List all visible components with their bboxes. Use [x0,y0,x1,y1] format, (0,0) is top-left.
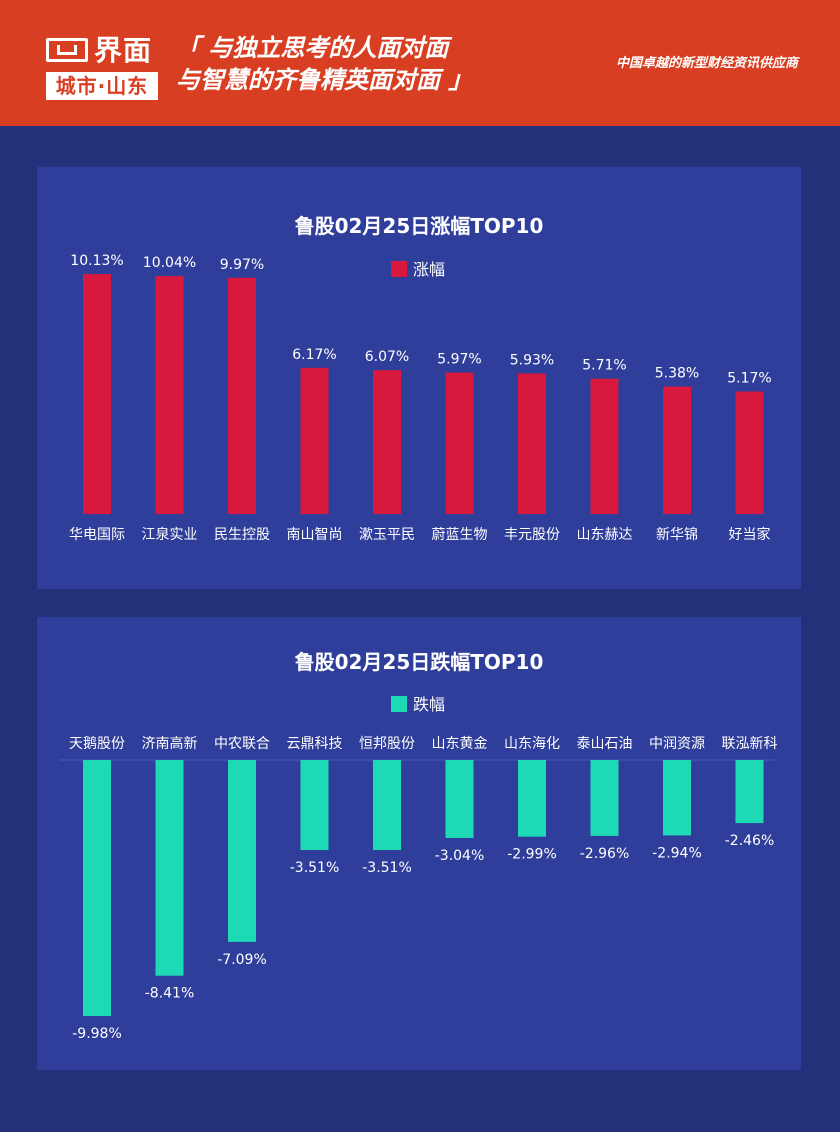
rise-category-label: 华电国际 [69,527,125,543]
rise-category-label: 蔚蓝生物 [432,527,488,543]
rise-value-label: 5.97% [437,352,481,368]
rise-category-label: 好当家 [729,526,771,543]
rise-value-label: 5.93% [510,353,554,369]
rise-category-label: 漱玉平民 [359,527,415,543]
rise-legend-label: 涨幅 [413,260,445,279]
fall-legend-label: 跌幅 [413,695,445,714]
rise-category-label: 丰元股份 [504,527,560,543]
rise-chart: 鲁股02月25日涨幅TOP10 涨幅 10.13% 华电国际 10.04% 江泉实业 9.9… [69,214,772,543]
rise-value-label: 6.17% [292,347,336,363]
rise-value-label: 6.07% [365,349,409,365]
brand-logo: 界面 城市·山东 [46,34,158,102]
rise-legend-swatch [391,261,407,277]
fall-value-label: -3.51% [290,860,340,876]
fall-bar [518,760,546,837]
rise-value-label: 9.97% [220,257,264,273]
fall-bar [155,760,184,976]
rise-bar [155,276,184,514]
rise-bar [300,367,329,514]
logo-mark-icon [46,38,88,62]
fall-chart-panel: 鲁股02月25日跌幅TOP10 跌幅天鹅股份 -9.98% 济南高新 -8.41% 中农联… [37,617,801,1070]
rise-bar [735,391,764,514]
fall-value-label: -3.51% [362,860,412,876]
fall-bar [300,760,329,851]
rise-value-label: 5.17% [727,371,771,387]
fall-value-label: -2.94% [652,845,702,861]
fall-bar [445,760,474,838]
fall-value-label: -2.46% [725,833,775,849]
rise-category-label: 江泉实业 [142,526,198,543]
fall-legend-swatch [391,696,407,712]
fall-category-label: 天鹅股份 [69,735,125,752]
slogan: 「 与独立思考的人面对面 与智慧的齐鲁精英面对面 」 [176,32,472,96]
fall-category-label: 泰山石油 [577,736,633,752]
fall-category-label: 恒邦股份 [359,736,415,752]
slogan-line-1: 「 与独立思考的人面对面 [176,34,449,62]
fall-value-label: -8.41% [145,986,195,1002]
fall-value-label: -2.99% [507,847,557,863]
fall-value-label: -3.04% [435,848,485,864]
rise-chart-panel: 鲁股02月25日涨幅TOP10 涨幅 10.13% 华电国际 10.04% 江泉实业 9.9… [37,167,801,589]
rise-value-label: 10.04% [143,255,196,271]
fall-category-label: 济南高新 [142,735,198,752]
rise-category-label: 南山智尚 [287,527,343,543]
logo-subtitle: 城市·山东 [46,72,158,100]
slogan-line-2: 与智慧的齐鲁精英面对面 」 [176,66,473,94]
tagline: 中国卓越的新型财经资讯供应商 [615,56,798,71]
fall-bar [83,760,111,1016]
rise-value-label: 10.13% [70,253,123,269]
fall-bar [228,760,256,942]
rise-chart-title: 鲁股02月25日涨幅TOP10 [295,214,544,238]
rise-bar [663,386,691,514]
fall-category-label: 中润资源 [649,736,705,752]
fall-bar [590,760,619,836]
fall-bar [373,760,401,851]
logo-name: 界面 [94,34,153,67]
rise-bar [445,372,474,514]
rise-category-label: 山东赫达 [577,527,633,543]
fall-category-label: 中农联合 [214,736,270,752]
fall-category-label: 联泓新科 [722,736,778,752]
fall-chart-title: 鲁股02月25日跌幅TOP10 [295,650,544,674]
fall-category-label: 山东黄金 [432,735,488,752]
header-banner: 界面 城市·山东 「 与独立思考的人面对面 与智慧的齐鲁精英面对面 」 中国卓越… [0,0,840,126]
fall-category-label: 山东海化 [504,736,560,752]
fall-bar [663,760,691,836]
rise-bar [518,373,546,514]
rise-category-label: 新华锦 [656,526,698,543]
fall-bar [735,760,764,824]
fall-category-label: 云鼎科技 [287,736,343,752]
rise-value-label: 5.38% [655,366,699,382]
rise-value-label: 5.71% [582,358,626,374]
fall-value-label: -2.96% [580,846,630,862]
rise-bar [228,277,256,514]
rise-bar [83,274,111,514]
rise-category-label: 民生控股 [214,527,270,543]
fall-value-label: -7.09% [217,952,267,968]
rise-bar [590,378,619,514]
fall-value-label: -9.98% [72,1026,122,1042]
rise-bar [373,370,401,514]
